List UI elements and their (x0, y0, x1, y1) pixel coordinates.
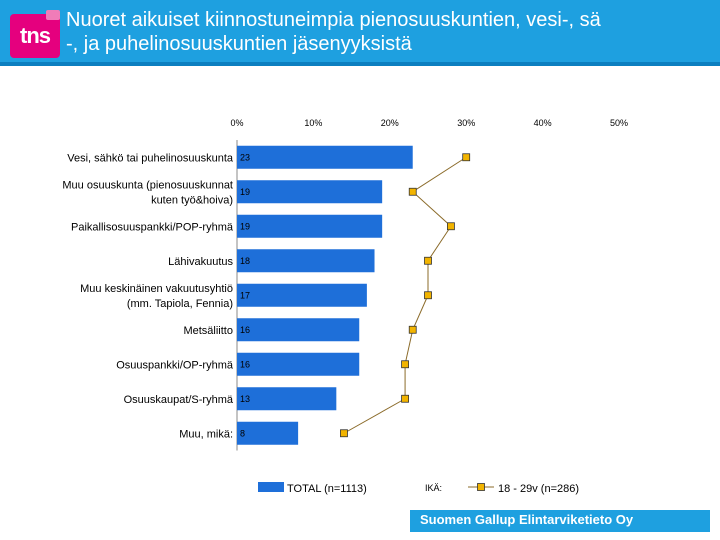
category-label: Osuuspankki/OP-ryhmä (116, 359, 234, 371)
bar (237, 249, 375, 273)
header-band (0, 0, 720, 66)
line-marker (340, 429, 348, 438)
slide-title: Nuoret aikuiset kiinnostuneimpia pienosu… (66, 9, 601, 55)
legend-age-label: IKÄ: (425, 483, 442, 493)
category-label: Muu osuuskunta (pienosuuskunnat (62, 179, 233, 191)
footer-credit: Suomen Gallup Elintarviketieto Oy (420, 512, 634, 527)
x-tick-label: 40% (534, 118, 552, 128)
line-marker (408, 325, 417, 334)
category-label: Muu, mikä: (179, 428, 233, 440)
bar-value-label: 13 (240, 394, 250, 404)
x-tick-label: 50% (610, 118, 628, 128)
category-label: Lähivakuutus (168, 256, 233, 268)
category-label: Muu keskinäinen vakuutusyhtiö (80, 283, 233, 295)
line-marker (408, 187, 417, 196)
legend-bar-swatch (258, 482, 284, 492)
bar (237, 283, 367, 307)
line-marker (462, 153, 471, 162)
line-marker (424, 291, 432, 300)
bar-value-label: 16 (240, 325, 250, 335)
x-tick-label: 20% (381, 118, 399, 128)
bar (237, 318, 360, 342)
line-marker (401, 360, 409, 369)
category-label: Osuuskaupat/S-ryhmä (124, 394, 234, 406)
bar-value-label: 18 (240, 256, 250, 266)
category-label: Paikallisosuuspankki/POP-ryhmä (71, 221, 234, 233)
category-label: (mm. Tapiola, Fennia) (127, 298, 233, 310)
bar (237, 214, 383, 238)
bar (237, 145, 413, 169)
legend-line-label: 18 - 29v (n=286) (498, 483, 579, 495)
category-label: kuten työ&hoiva) (151, 194, 233, 206)
footer-band (410, 510, 710, 532)
bar (237, 421, 299, 445)
bar-value-label: 17 (240, 290, 250, 300)
bar-value-label: 8 (240, 428, 245, 438)
logo-text: tns (20, 23, 51, 48)
bar-value-label: 19 (240, 187, 250, 197)
x-tick-label: 30% (457, 118, 475, 128)
bar (237, 387, 337, 411)
bar (237, 180, 383, 204)
x-tick-label: 0% (230, 118, 243, 128)
bar (237, 352, 360, 376)
line-marker (447, 222, 455, 231)
tns-logo: tns (10, 14, 60, 58)
category-label: Vesi, sähkö tai puhelinosuuskunta (67, 152, 234, 164)
x-tick-label: 10% (304, 118, 322, 128)
bar-value-label: 23 (240, 152, 250, 162)
legend-marker-swatch (477, 483, 485, 491)
logo-accent-icon (46, 10, 60, 20)
legend-bar-label: TOTAL (n=1113) (287, 483, 367, 495)
bar-value-label: 19 (240, 221, 250, 231)
category-label: Metsäliitto (183, 325, 233, 337)
header-divider (0, 62, 720, 66)
bar-value-label: 16 (240, 359, 250, 369)
line-marker (424, 256, 432, 265)
line-marker (401, 394, 409, 403)
